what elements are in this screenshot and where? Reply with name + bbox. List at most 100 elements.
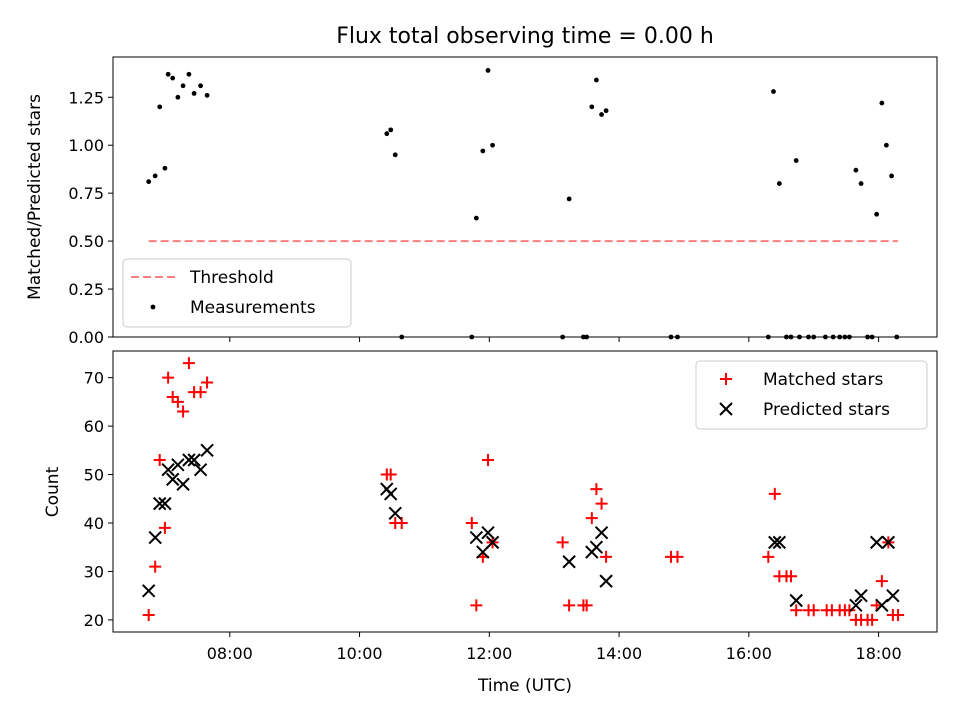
matched-star-point xyxy=(843,604,856,617)
legend-top-box xyxy=(122,258,352,328)
measurement-point xyxy=(170,75,176,81)
matched-star-point xyxy=(600,550,613,563)
matched-star-point xyxy=(875,575,888,588)
top-y-tick-label: 0.75 xyxy=(68,184,104,203)
x-tick-label: 18:00 xyxy=(856,644,902,663)
matched-star-point xyxy=(194,386,207,399)
predicted-star-point xyxy=(176,477,190,491)
matched-star-point xyxy=(768,487,781,500)
matched-star-point xyxy=(892,609,905,622)
bottom-y-axis-label: Count xyxy=(43,466,63,517)
top-y-tick-label: 0.00 xyxy=(68,328,104,347)
predicted-star-point xyxy=(594,525,609,540)
measurement-point xyxy=(874,211,880,217)
bottom-y-tick-label: 50 xyxy=(84,466,104,485)
measurement-point xyxy=(204,92,210,98)
predicted-star-point xyxy=(886,588,900,603)
bottom-plot-area: 20 30 40 50 60 70 08:00 10:00 12:00 14:00 16:00 18:… xyxy=(84,350,938,663)
legend-threshold-label: Threshold xyxy=(189,268,274,288)
top-y-tick-label: 0.25 xyxy=(68,280,104,299)
matched-star-point xyxy=(556,536,569,549)
x-tick-label: 12:00 xyxy=(466,644,512,663)
measurement-point xyxy=(858,181,864,186)
x-axis-label: Time (UTC) xyxy=(477,676,572,696)
predicted-star-point xyxy=(165,472,180,487)
predicted-star-point xyxy=(153,496,167,511)
matched-star-point xyxy=(482,454,495,467)
measurement-point xyxy=(162,165,168,171)
predicted-star-point xyxy=(875,598,889,613)
measurement-point xyxy=(603,108,609,114)
predicted-star-point xyxy=(768,535,782,550)
measurement-point xyxy=(186,71,192,77)
predicted-star-point xyxy=(148,530,162,545)
bottom-y-tick-label: 70 xyxy=(84,369,104,388)
bottom-y-tick-label: 40 xyxy=(84,514,104,533)
legend-predicted-swatch xyxy=(719,402,733,416)
measurement-point xyxy=(771,89,776,94)
top-y-tick-label: 1.00 xyxy=(68,136,104,155)
matched-star-point xyxy=(465,516,478,529)
measurement-point xyxy=(392,152,398,158)
matched-star-point xyxy=(201,376,214,389)
top-y-axis-label: Matched/Predicted stars xyxy=(25,94,45,300)
predicted-star-point xyxy=(485,535,500,550)
bottom-y-tick-label: 30 xyxy=(84,562,104,581)
predicted-star-point xyxy=(383,487,398,501)
matched-star-point xyxy=(384,468,397,481)
bottom-y-tick-label: 20 xyxy=(84,611,104,630)
measurement-point xyxy=(384,131,390,137)
measurement-point xyxy=(198,83,203,89)
predicted-star-point xyxy=(182,453,196,467)
matched-star-point xyxy=(153,454,166,467)
predicted-star-point xyxy=(141,584,156,598)
matched-star-point xyxy=(149,560,162,573)
matched-star-point xyxy=(177,405,190,418)
predicted-star-point xyxy=(193,462,208,477)
matched-star-point xyxy=(585,512,598,525)
legend-top: Threshold Measurements xyxy=(122,258,352,328)
x-tick-label: 16:00 xyxy=(726,644,772,663)
matched-star-point xyxy=(671,550,684,563)
matched-star-point xyxy=(590,483,603,496)
matched-star-point xyxy=(866,613,879,626)
bottom-y-tick-label: 60 xyxy=(84,417,104,436)
measurement-point xyxy=(388,127,394,133)
matched-star-point xyxy=(785,570,798,583)
matched-star-point xyxy=(158,521,171,534)
legend-measurements-swatch xyxy=(150,304,156,310)
matched-star-point xyxy=(395,516,408,529)
predicted-star-point xyxy=(599,574,613,588)
predicted-star-point xyxy=(171,458,185,472)
top-y-tick-label: 0.50 xyxy=(68,232,104,251)
matched-star-point xyxy=(142,609,155,622)
predicted-star-point xyxy=(187,453,201,467)
predicted-star-point xyxy=(481,525,495,540)
measurement-point xyxy=(146,179,152,185)
matched-star-point xyxy=(171,395,184,408)
x-tick-label: 10:00 xyxy=(336,644,382,663)
measurement-point xyxy=(793,158,799,163)
matched-star-point xyxy=(762,550,775,563)
predicted-star-point xyxy=(562,555,576,569)
top-plot-area: 0.00 0.25 0.50 0.75 1.00 1.25 xyxy=(68,56,938,347)
predicted-star-point xyxy=(161,462,175,477)
measurement-point xyxy=(175,94,181,100)
matched-star-point xyxy=(595,497,608,510)
matched-star-point xyxy=(182,357,195,370)
legend-bottom: Matched stars Predicted stars xyxy=(695,360,928,430)
matched-star-point xyxy=(162,371,175,384)
top-axes-frame xyxy=(112,56,938,338)
bottom-axes-frame xyxy=(112,350,938,633)
measurement-point xyxy=(165,71,171,77)
measurement-point xyxy=(776,181,782,186)
measurement-point xyxy=(599,112,604,117)
measurement-point xyxy=(180,83,186,89)
legend-measurements-label: Measurements xyxy=(190,298,316,318)
bottom-series-1 xyxy=(141,443,900,613)
measurement-point xyxy=(589,104,595,110)
predicted-star-point xyxy=(469,530,484,545)
predicted-star-point xyxy=(854,588,868,603)
measurement-point xyxy=(485,68,491,73)
